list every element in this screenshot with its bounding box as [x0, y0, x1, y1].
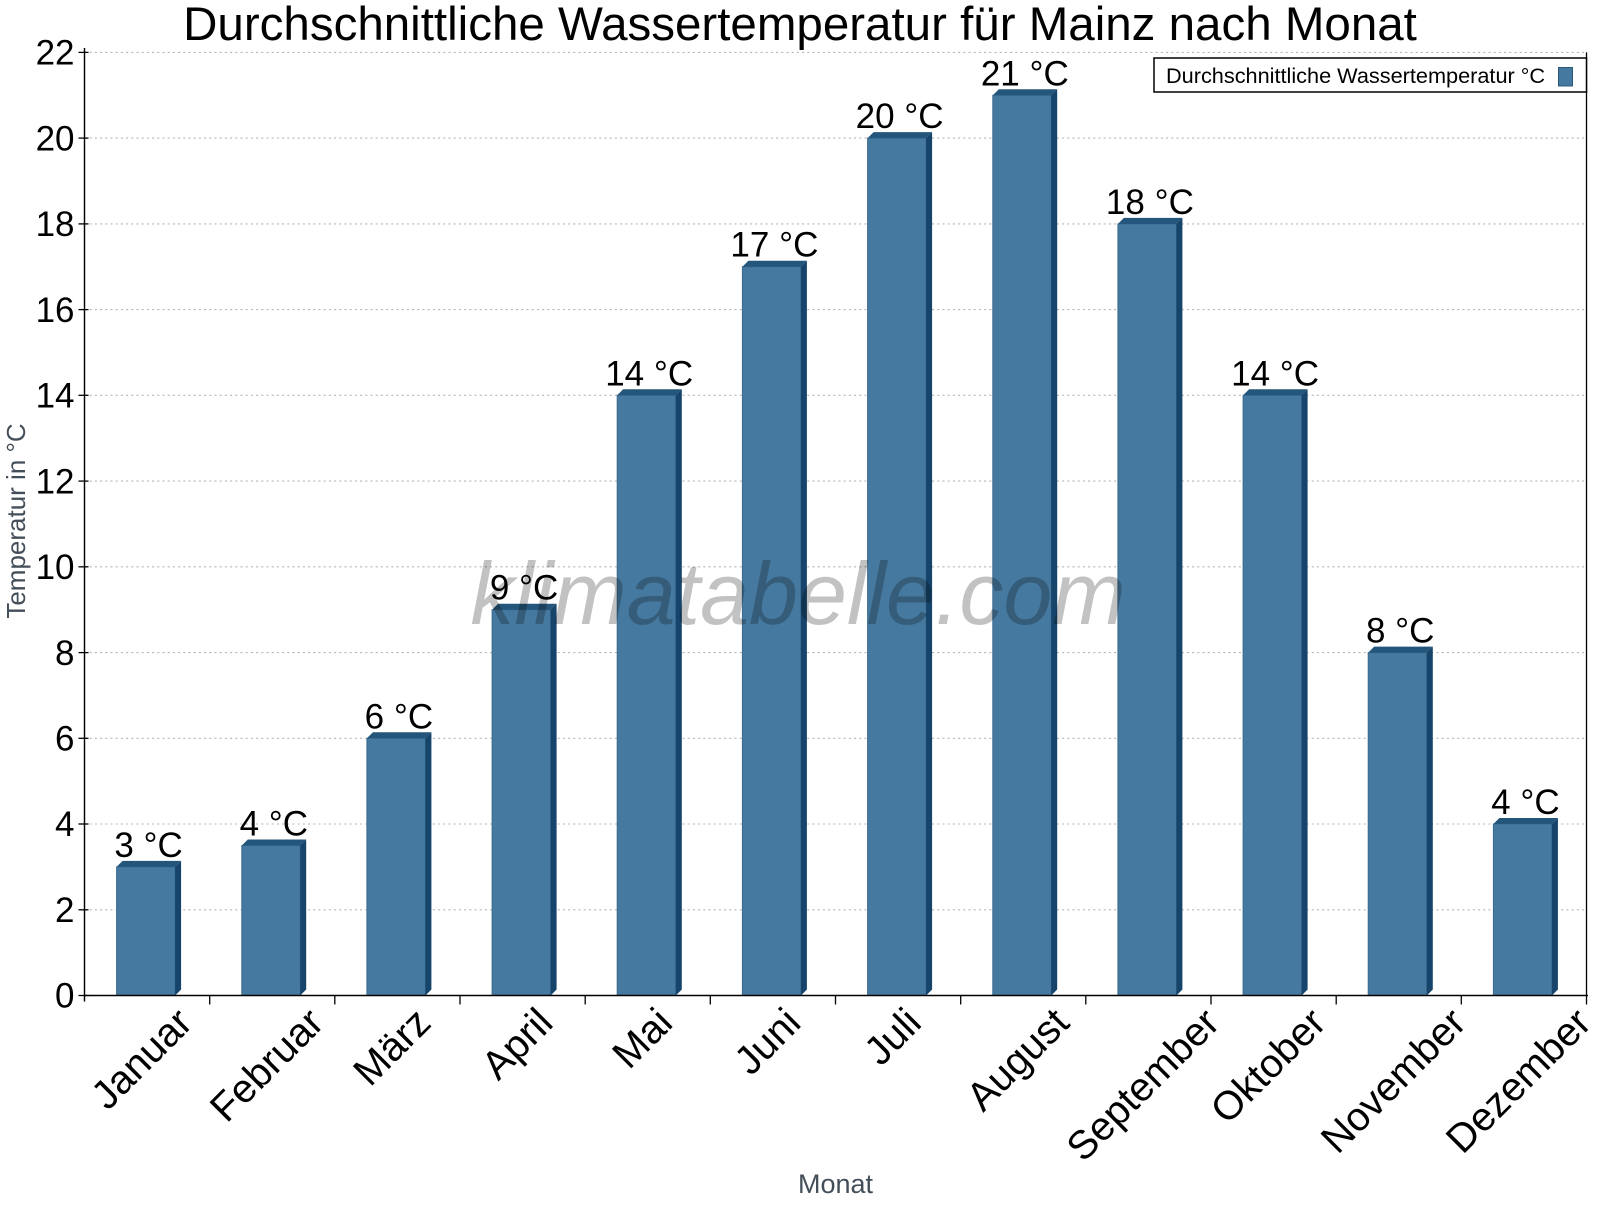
- svg-text:20: 20: [36, 119, 75, 158]
- svg-text:klimatabelle.com: klimatabelle.com: [470, 544, 1125, 643]
- svg-text:Temperatur in °C: Temperatur in °C: [1, 423, 31, 618]
- svg-text:17 °C: 17 °C: [730, 226, 818, 265]
- svg-text:2: 2: [55, 891, 74, 930]
- svg-text:3 °C: 3 °C: [114, 826, 182, 865]
- svg-text:16: 16: [36, 291, 75, 330]
- svg-text:Durchschnittliche Wassertemper: Durchschnittliche Wassertemperatur für M…: [183, 0, 1417, 51]
- svg-text:8 °C: 8 °C: [1366, 612, 1434, 651]
- svg-text:14 °C: 14 °C: [605, 354, 693, 393]
- svg-text:6: 6: [55, 720, 74, 759]
- svg-text:12: 12: [36, 462, 75, 501]
- svg-text:9 °C: 9 °C: [490, 569, 558, 608]
- svg-text:4 °C: 4 °C: [240, 805, 308, 844]
- svg-text:4 °C: 4 °C: [1491, 783, 1559, 822]
- svg-text:21 °C: 21 °C: [981, 54, 1069, 93]
- svg-text:14 °C: 14 °C: [1231, 354, 1319, 393]
- svg-text:0: 0: [55, 977, 74, 1016]
- svg-text:20 °C: 20 °C: [856, 97, 944, 136]
- svg-text:6 °C: 6 °C: [365, 697, 433, 736]
- svg-text:10: 10: [36, 548, 75, 587]
- svg-text:22: 22: [36, 34, 75, 73]
- svg-text:14: 14: [36, 377, 75, 416]
- svg-text:18 °C: 18 °C: [1106, 183, 1194, 222]
- svg-text:Durchschnittliche Wassertemper: Durchschnittliche Wassertemperatur °C: [1166, 63, 1545, 88]
- svg-text:Monat: Monat: [798, 1169, 874, 1199]
- svg-text:8: 8: [55, 634, 74, 673]
- svg-text:4: 4: [55, 805, 74, 844]
- svg-text:18: 18: [36, 205, 75, 244]
